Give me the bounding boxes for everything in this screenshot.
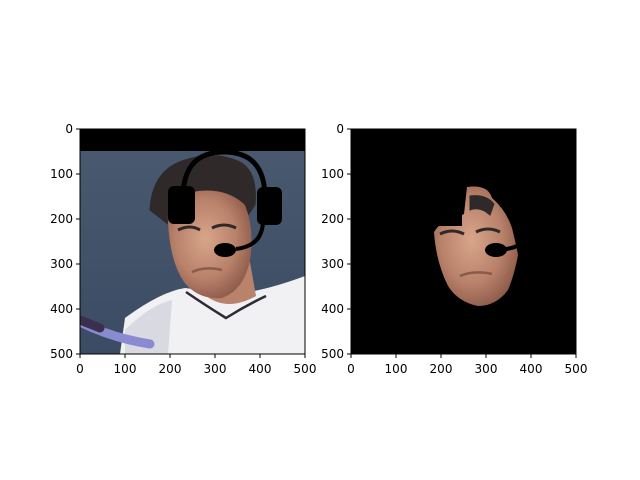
- x-tick-label: 200: [430, 362, 453, 376]
- headband: [180, 149, 268, 199]
- y-tick-label: 0: [336, 122, 344, 136]
- mouth: [191, 267, 223, 274]
- x-tick-label: 100: [114, 362, 137, 376]
- masked-hair: [469, 195, 495, 216]
- left-earcup: [168, 186, 195, 224]
- mask-cutout-earcup: [432, 186, 462, 226]
- y-tick-label: 0: [65, 122, 73, 136]
- x-tick-label: 100: [385, 362, 408, 376]
- y-tick-label: 500: [50, 347, 73, 361]
- headset-overlay: [168, 149, 282, 257]
- x-tick-label: 300: [204, 362, 227, 376]
- y-tick-label: 400: [321, 302, 344, 316]
- masked-mouth: [459, 271, 493, 278]
- masked-eyebrows: [439, 227, 501, 236]
- x-tick-label: 300: [475, 362, 498, 376]
- right-earcup: [257, 187, 282, 225]
- mask-cutout-mic: [485, 243, 507, 257]
- x-tick-label: 200: [159, 362, 182, 376]
- x-tick-label: 500: [565, 362, 588, 376]
- right-image: [351, 129, 576, 354]
- mic-boom: [235, 221, 265, 251]
- y-tick-label: 100: [50, 167, 73, 181]
- collar: [185, 290, 267, 320]
- left-image: [80, 129, 305, 354]
- y-tick-label: 200: [50, 212, 73, 226]
- right-axes-frame: [350, 128, 577, 355]
- x-tick-label: 0: [76, 362, 84, 376]
- y-tick-label: 300: [321, 257, 344, 271]
- top-mask-band: [80, 129, 305, 151]
- x-tick-label: 400: [520, 362, 543, 376]
- mask-cutout-boom: [505, 221, 532, 251]
- y-tick-label: 300: [50, 257, 73, 271]
- y-tick-label: 400: [50, 302, 73, 316]
- x-tick-label: 400: [249, 362, 272, 376]
- y-tick-label: 200: [321, 212, 344, 226]
- y-tick-label: 500: [321, 347, 344, 361]
- eyebrows: [177, 223, 237, 232]
- x-tick-label: 0: [347, 362, 355, 376]
- y-tick-label: 100: [321, 167, 344, 181]
- masked-face: [434, 186, 518, 306]
- racket-handle: [80, 315, 105, 333]
- mic-head: [214, 243, 236, 257]
- left-axes-frame: [79, 128, 306, 355]
- x-tick-label: 500: [294, 362, 317, 376]
